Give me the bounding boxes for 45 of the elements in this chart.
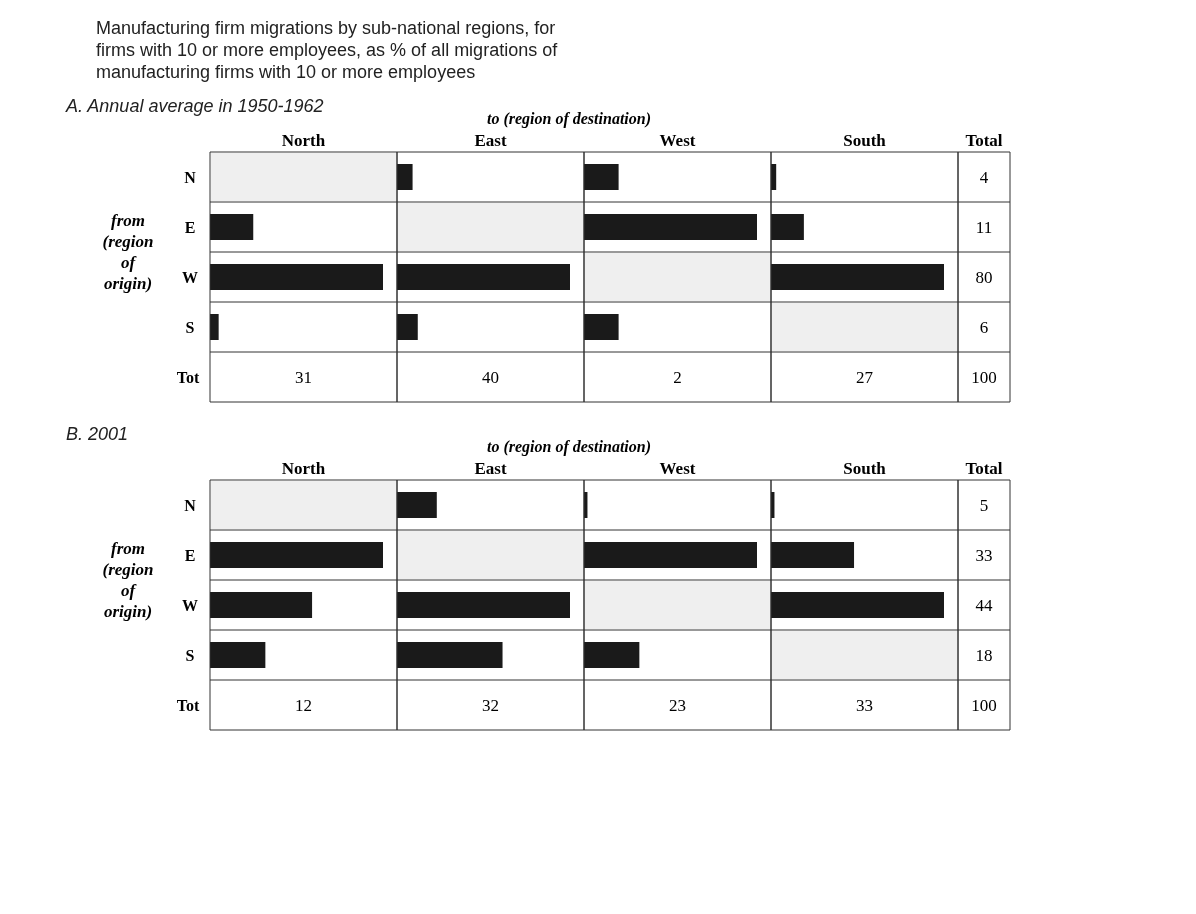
text: 23	[669, 696, 686, 715]
text: 31	[295, 368, 312, 387]
text: 6	[979, 318, 989, 337]
y-tick-label: N	[184, 497, 197, 514]
y-tick-label: S	[185, 647, 195, 664]
text: Tot	[176, 697, 200, 714]
text: 2	[673, 368, 682, 387]
text: 100	[971, 368, 997, 387]
text: 4	[979, 168, 989, 187]
text: 5	[979, 496, 989, 515]
y-tick-label: S	[185, 319, 195, 336]
text: B. 2001	[66, 424, 129, 444]
text: 100	[971, 696, 997, 715]
text: 12	[295, 696, 312, 715]
chart-title: East	[474, 459, 507, 478]
text: 44	[975, 596, 993, 615]
y-tick-label: E	[184, 219, 196, 236]
chart-title: East	[474, 131, 507, 150]
text: 40	[482, 368, 499, 387]
text: to (region of destination)	[486, 110, 652, 128]
text: 27	[856, 368, 874, 387]
text: 11	[975, 218, 993, 237]
chart-title: West	[659, 131, 696, 150]
text: A. Annual average in 1950-1962	[65, 96, 324, 116]
chart-title: North	[281, 459, 326, 478]
text: Total	[965, 131, 1003, 150]
chart-title: South	[843, 459, 887, 478]
chart-title: North	[281, 131, 326, 150]
text: Manufacturing firm migrations by sub-national regions, for firms with 10 or more employees, as % of all migrations of manufacturing firms with 10 or more employees	[96, 18, 559, 82]
text: Total	[965, 459, 1003, 478]
y-tick-label: E	[184, 547, 196, 564]
text: to (region of destination)	[486, 438, 652, 456]
text: 80	[975, 268, 993, 287]
y-tick-label: N	[184, 169, 197, 186]
y-tick-label: W	[182, 269, 198, 286]
chart-title: South	[843, 131, 887, 150]
text: Tot	[176, 369, 200, 386]
text: 33	[856, 696, 873, 715]
text: 18	[975, 646, 993, 665]
y-axis-title: from (region of origin)	[102, 211, 154, 293]
y-tick-label: W	[182, 597, 198, 614]
y-axis-title: from (region of origin)	[102, 539, 154, 621]
text: 33	[975, 546, 993, 565]
text: 32	[482, 696, 499, 715]
chart-title: West	[659, 459, 696, 478]
